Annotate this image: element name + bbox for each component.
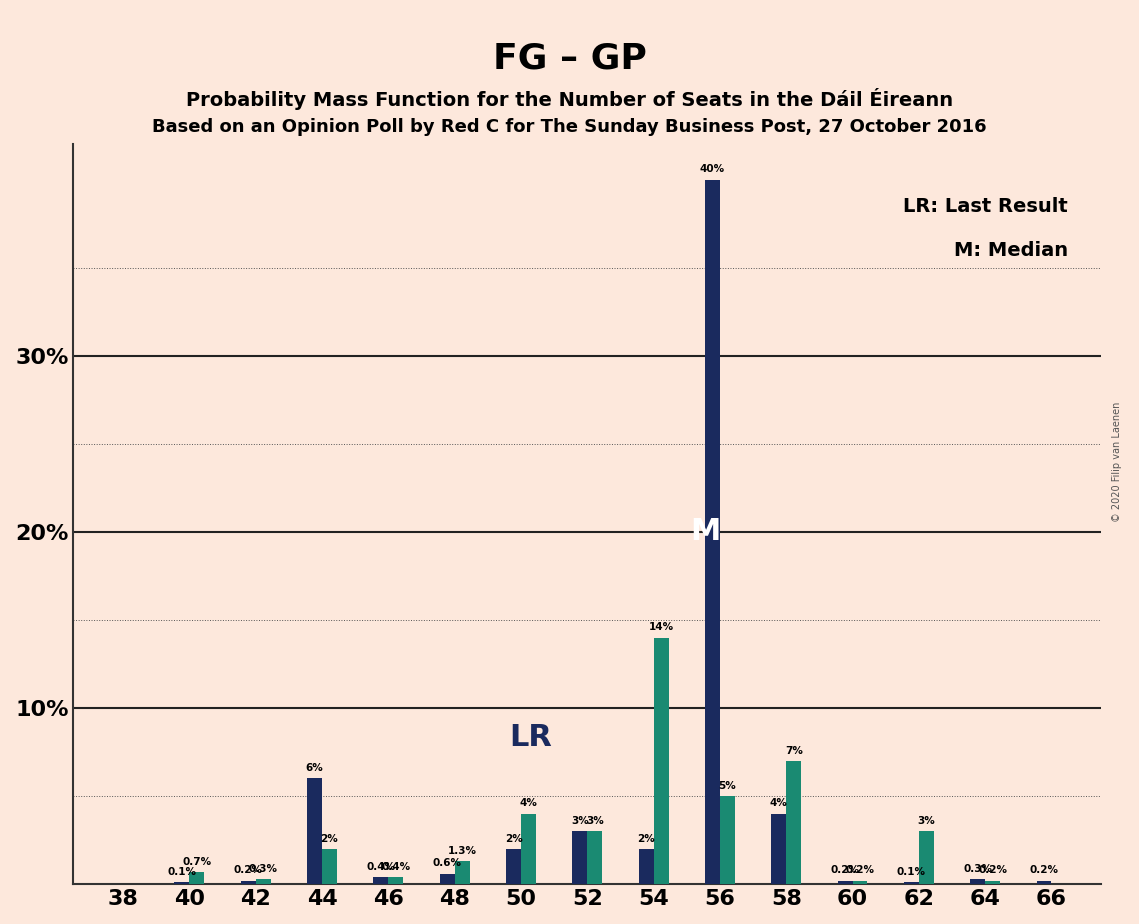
Text: 3%: 3% (571, 816, 589, 826)
Bar (720, 796, 735, 884)
Text: 2%: 2% (505, 833, 523, 844)
Bar (240, 881, 256, 884)
Text: 0.3%: 0.3% (248, 864, 278, 873)
Bar (654, 638, 669, 884)
Bar (970, 879, 985, 884)
Bar (588, 832, 603, 884)
Bar (985, 881, 1000, 884)
Text: 0.1%: 0.1% (896, 867, 926, 877)
Text: 4%: 4% (519, 798, 538, 808)
Text: 7%: 7% (785, 746, 803, 756)
Bar (904, 882, 919, 884)
Text: 0.2%: 0.2% (845, 866, 875, 875)
Text: LR: Last Result: LR: Last Result (903, 197, 1068, 216)
Bar (837, 881, 853, 884)
Text: 0.3%: 0.3% (964, 864, 992, 873)
Text: 1.3%: 1.3% (448, 846, 476, 856)
Bar (454, 861, 469, 884)
Bar (521, 814, 535, 884)
Text: Based on an Opinion Poll by Red C for The Sunday Business Post, 27 October 2016: Based on an Opinion Poll by Red C for Th… (153, 118, 986, 136)
Text: 0.1%: 0.1% (167, 867, 196, 877)
Text: 6%: 6% (305, 763, 323, 773)
Text: 4%: 4% (770, 798, 788, 808)
Bar (573, 832, 588, 884)
Text: M: M (690, 517, 720, 546)
Text: 3%: 3% (917, 816, 935, 826)
Text: Probability Mass Function for the Number of Seats in the Dáil Éireann: Probability Mass Function for the Number… (186, 88, 953, 110)
Bar (705, 179, 720, 884)
Bar (388, 877, 403, 884)
Bar (322, 849, 337, 884)
Bar (189, 872, 204, 884)
Text: 40%: 40% (699, 164, 726, 175)
Bar (374, 877, 388, 884)
Bar (771, 814, 786, 884)
Bar (256, 879, 271, 884)
Bar (174, 882, 189, 884)
Text: 3%: 3% (585, 816, 604, 826)
Text: 0.4%: 0.4% (382, 862, 410, 872)
Text: © 2020 Filip van Laenen: © 2020 Filip van Laenen (1112, 402, 1122, 522)
Bar (308, 778, 322, 884)
Text: 0.6%: 0.6% (433, 858, 461, 869)
Bar (919, 832, 934, 884)
Bar (786, 760, 801, 884)
Text: 5%: 5% (719, 781, 736, 791)
Bar (639, 849, 654, 884)
Text: 0.2%: 0.2% (830, 866, 860, 875)
Text: 0.2%: 0.2% (978, 866, 1007, 875)
Text: 0.2%: 0.2% (1030, 866, 1058, 875)
Text: 0.4%: 0.4% (367, 862, 395, 872)
Text: FG – GP: FG – GP (492, 42, 647, 76)
Text: LR: LR (509, 723, 552, 752)
Text: M: Median: M: Median (954, 241, 1068, 261)
Bar (506, 849, 521, 884)
Bar (440, 873, 454, 884)
Text: 2%: 2% (637, 833, 655, 844)
Text: 14%: 14% (648, 622, 673, 632)
Bar (853, 881, 868, 884)
Text: 2%: 2% (320, 833, 338, 844)
Text: 0.2%: 0.2% (233, 866, 263, 875)
Text: 0.7%: 0.7% (182, 857, 212, 867)
Bar (1036, 881, 1051, 884)
